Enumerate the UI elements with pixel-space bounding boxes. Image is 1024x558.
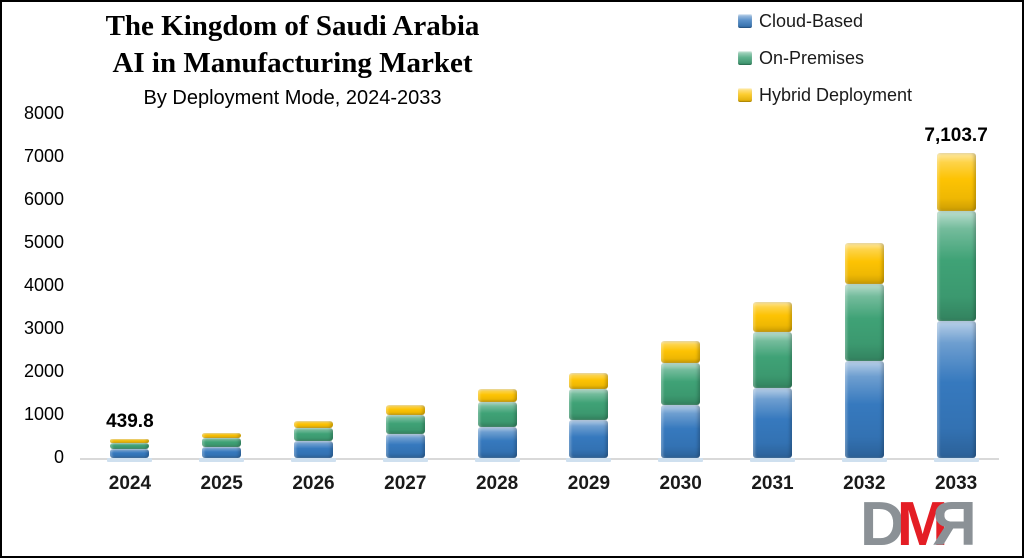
bar-shadow xyxy=(750,458,795,463)
x-axis-tick-label-2033: 2033 xyxy=(934,473,978,494)
y-axis-tick-label: 4000 xyxy=(23,275,64,295)
legend-label: On-Premises xyxy=(759,47,865,68)
bar-segment-on-premises xyxy=(385,415,425,435)
bar-segment-hybrid-deployment xyxy=(385,405,425,416)
x-axis-tick-label-2026: 2026 xyxy=(292,473,335,494)
legend-swatch-icon xyxy=(738,14,752,28)
x-axis-tick-label-2032: 2032 xyxy=(843,473,886,494)
bar-segment-on-premises xyxy=(110,442,150,450)
bar-segment-cloud-based xyxy=(202,446,242,458)
bar-shadow xyxy=(107,457,153,462)
chart-title-line-2: AI in Manufacturing Market xyxy=(112,47,473,79)
dmr-logo-letter: D xyxy=(860,490,905,558)
bar-segment-on-premises xyxy=(477,401,517,427)
stacked-bar-2031 xyxy=(750,302,795,463)
bar-shadow xyxy=(933,458,979,463)
bar-segment-cloud-based xyxy=(661,405,701,458)
bar-segment-on-premises xyxy=(294,428,333,442)
x-axis-tick-label-2028: 2028 xyxy=(475,473,519,494)
bar-shadow xyxy=(382,458,428,462)
y-axis-tick-label: 3000 xyxy=(23,318,64,338)
legend-label: Cloud-Based xyxy=(759,10,864,31)
legend-item-cloud-based: Cloud-Based xyxy=(738,10,912,32)
y-axis-tick-label: 6000 xyxy=(23,189,64,209)
bar-segment-on-premises xyxy=(936,210,976,321)
stacked-bar-2028 xyxy=(474,388,520,462)
stacked-bar-2029 xyxy=(566,373,612,462)
bar-segment-cloud-based xyxy=(294,441,333,459)
y-axis-tick-label: 1000 xyxy=(23,404,64,424)
y-axis-tick-label: 8000 xyxy=(23,103,64,123)
legend: Cloud-Based On-Premises Hybrid Deployment xyxy=(738,10,912,121)
x-axis-tick-label-2030: 2030 xyxy=(659,473,702,494)
legend-label: Hybrid Deployment xyxy=(759,84,913,105)
dmr-logo: DMR xyxy=(860,490,978,558)
bar-segment-cloud-based xyxy=(569,419,609,458)
dmr-logo-letter: R xyxy=(940,490,978,558)
legend-swatch-icon xyxy=(738,88,752,102)
stacked-bar-2025 xyxy=(199,433,245,462)
bar-shadow xyxy=(658,458,704,462)
bar-segment-on-premises xyxy=(661,362,701,406)
bar-segment-hybrid-deployment xyxy=(477,388,517,402)
bar-segment-hybrid-deployment xyxy=(661,340,701,363)
bar-segment-hybrid-deployment xyxy=(110,439,150,443)
bar-segment-hybrid-deployment xyxy=(936,152,976,211)
y-axis-tick-label: 0 xyxy=(53,447,64,467)
stacked-bar-2032 xyxy=(841,243,887,462)
dmr-logo-letter: M xyxy=(896,490,949,558)
stacked-bar-2024 xyxy=(107,439,153,462)
y-axis-tick-label: 5000 xyxy=(23,232,64,252)
x-axis-tick-label-2025: 2025 xyxy=(200,473,243,494)
bar-segment-hybrid-deployment xyxy=(753,302,792,333)
y-axis-tick-label: 7000 xyxy=(23,146,64,166)
bar-shadow xyxy=(474,457,520,462)
chart-subtitle: By Deployment Mode, 2024-2033 xyxy=(143,87,442,109)
bar-segment-cloud-based xyxy=(753,388,792,459)
x-axis-tick-label-2024: 2024 xyxy=(108,473,152,494)
bar-segment-cloud-based xyxy=(110,449,150,458)
legend-swatch-icon xyxy=(738,51,752,65)
x-axis-tick-label-2031: 2031 xyxy=(751,473,794,494)
stacked-bar-2026 xyxy=(291,421,336,463)
bar-segment-cloud-based xyxy=(477,426,517,458)
bar-shadow xyxy=(291,458,336,463)
bar-shadow xyxy=(841,458,887,462)
bar-segment-on-premises xyxy=(202,437,242,447)
stacked-bar-2030 xyxy=(658,340,704,462)
bar-segment-cloud-based xyxy=(385,434,425,458)
x-axis-tick-label-2027: 2027 xyxy=(384,473,427,494)
bar-total-label-2033: 7,103.7 xyxy=(924,124,988,146)
bar-segment-hybrid-deployment xyxy=(569,373,609,390)
bar-segment-hybrid-deployment xyxy=(844,243,884,284)
bar-shadow xyxy=(566,457,612,462)
chart-title-line-1: The Kingdom of Saudi Arabia xyxy=(105,10,480,42)
bar-segment-cloud-based xyxy=(844,361,884,458)
bar-segment-hybrid-deployment xyxy=(294,421,333,429)
stacked-bar-2027 xyxy=(382,405,428,462)
legend-item-on-premises: On-Premises xyxy=(738,47,912,69)
y-axis-tick-label: 2000 xyxy=(23,361,64,381)
x-axis-tick-label-2029: 2029 xyxy=(567,473,611,494)
bar-total-label-2024: 439.8 xyxy=(106,411,154,433)
x-axis-baseline xyxy=(80,458,999,460)
legend-item-hybrid-deployment: Hybrid Deployment xyxy=(738,84,912,106)
bar-segment-cloud-based xyxy=(936,320,976,459)
title-block: The Kingdom of Saudi Arabia AI in Manufa… xyxy=(40,8,545,112)
stacked-bar-2033 xyxy=(933,152,979,463)
bar-segment-on-premises xyxy=(569,389,609,420)
bar-segment-on-premises xyxy=(753,332,792,389)
bar-segment-on-premises xyxy=(844,283,884,362)
bar-shadow xyxy=(199,457,245,462)
bar-segment-hybrid-deployment xyxy=(202,433,242,438)
